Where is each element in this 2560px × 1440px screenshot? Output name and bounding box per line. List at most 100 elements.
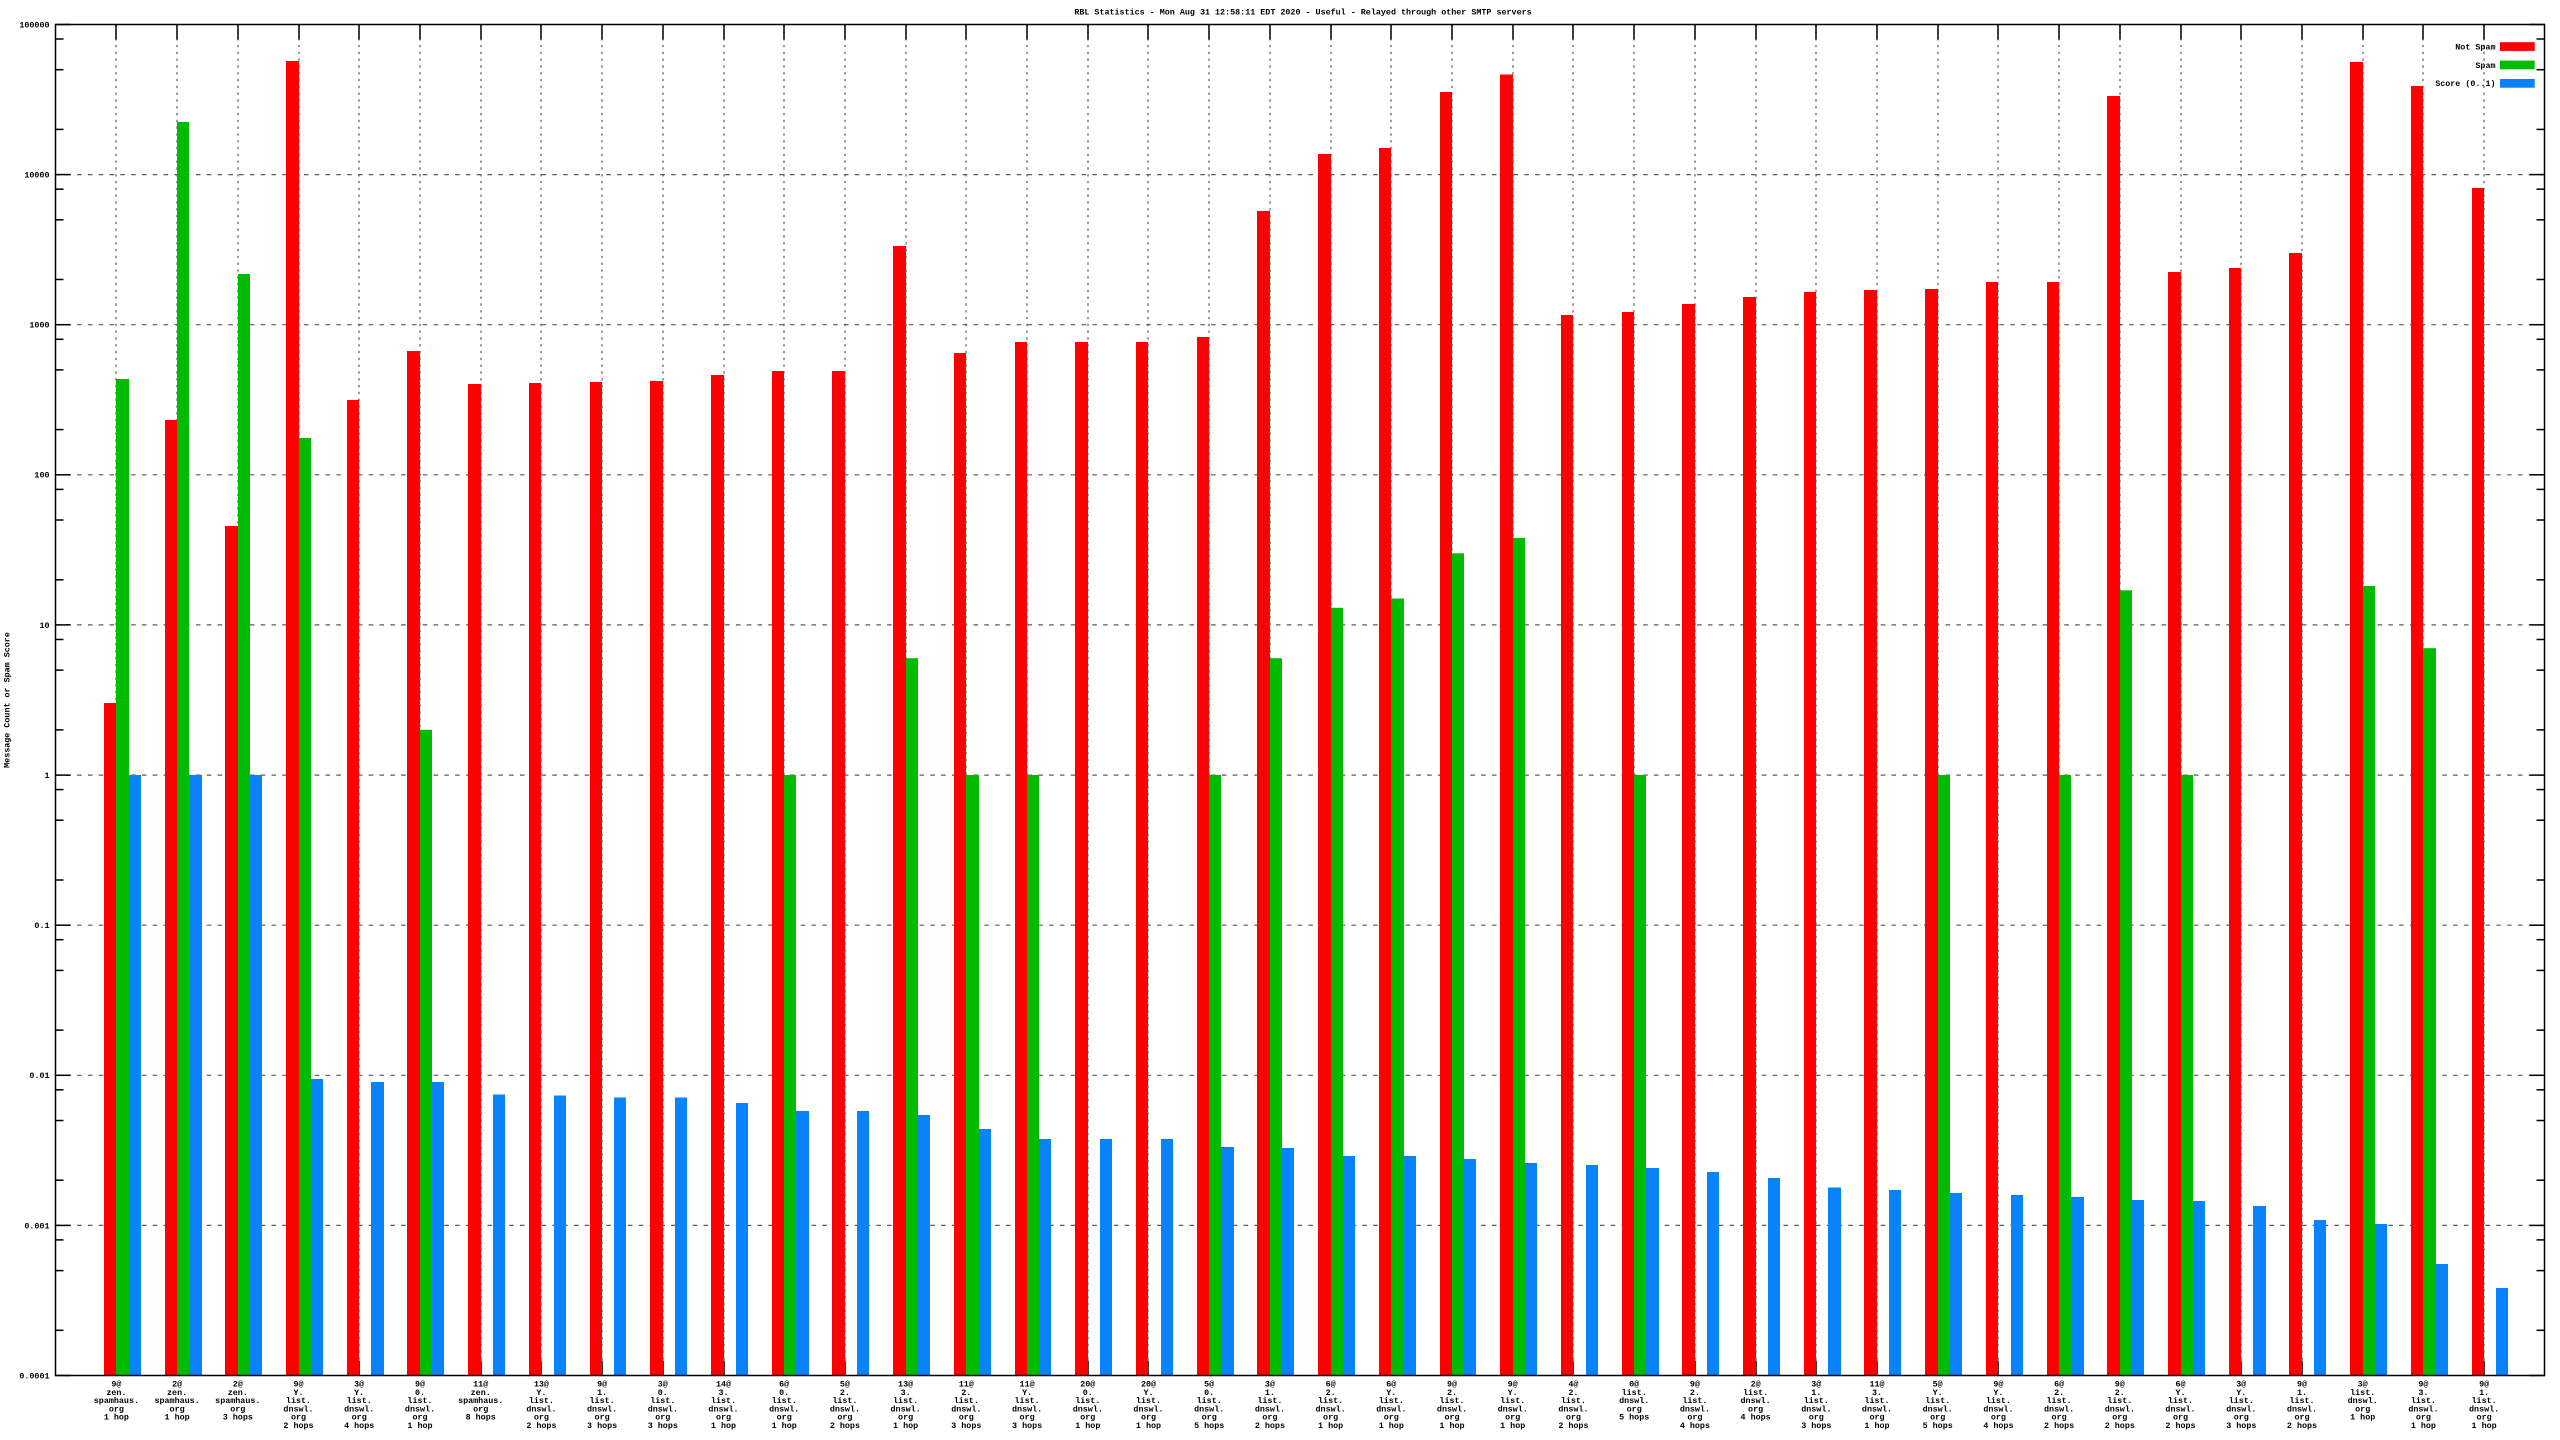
svg-text:zen.: zen.	[167, 1388, 187, 1398]
svg-text:2 hops: 2 hops	[2044, 1421, 2074, 1431]
svg-text:dnswl.: dnswl.	[1558, 1404, 1588, 1414]
svg-text:Y.: Y.	[1933, 1388, 1943, 1398]
svg-text:list.: list.	[1318, 1396, 1343, 1406]
svg-text:org: org	[534, 1413, 549, 1423]
svg-text:3.: 3.	[901, 1388, 911, 1398]
svg-text:2@: 2@	[172, 1380, 182, 1390]
svg-text:2 hops: 2 hops	[1558, 1421, 1588, 1431]
svg-text:dnswl.: dnswl.	[830, 1404, 860, 1414]
svg-text:dnswl.: dnswl.	[1801, 1404, 1831, 1414]
svg-text:Not Spam: Not Spam	[2455, 42, 2495, 52]
svg-text:Y.: Y.	[1022, 1388, 1032, 1398]
svg-text:11@: 11@	[1869, 1380, 1884, 1390]
svg-text:dnswl.: dnswl.	[891, 1404, 921, 1414]
svg-text:9@: 9@	[415, 1380, 425, 1390]
svg-text:dnswl.: dnswl.	[1498, 1404, 1528, 1414]
svg-text:10000: 10000	[24, 171, 49, 181]
svg-text:dnswl.: dnswl.	[2348, 1396, 2378, 1406]
svg-text:dnswl.: dnswl.	[2165, 1404, 2195, 1414]
svg-text:dnswl.: dnswl.	[1255, 1404, 1285, 1414]
svg-text:Y.: Y.	[2175, 1388, 2185, 1398]
svg-text:2 hops: 2 hops	[1255, 1421, 1285, 1431]
svg-text:spamhaus.: spamhaus.	[94, 1396, 139, 1406]
svg-text:1 hop: 1 hop	[2472, 1421, 2497, 1431]
svg-text:org: org	[291, 1413, 306, 1423]
svg-text:9@: 9@	[111, 1380, 121, 1390]
svg-text:list.: list.	[1136, 1396, 1161, 1406]
svg-text:Score (0..1): Score (0..1)	[2435, 79, 2495, 89]
svg-text:1 hop: 1 hop	[165, 1413, 190, 1423]
svg-text:list.: list.	[2168, 1396, 2193, 1406]
svg-text:list.: list.	[1925, 1396, 1950, 1406]
svg-text:100: 100	[34, 471, 49, 481]
svg-text:dnswl.: dnswl.	[587, 1404, 617, 1414]
svg-text:2.: 2.	[1447, 1388, 1457, 1398]
svg-text:5@: 5@	[1204, 1380, 1214, 1390]
svg-text:2@: 2@	[233, 1380, 243, 1390]
svg-text:org: org	[2234, 1413, 2249, 1423]
svg-text:org: org	[170, 1404, 185, 1414]
svg-text:3 hops: 3 hops	[1801, 1421, 1831, 1431]
svg-text:3 hops: 3 hops	[951, 1421, 981, 1431]
svg-text:dnswl.: dnswl.	[708, 1404, 738, 1414]
svg-text:dnswl.: dnswl.	[1194, 1404, 1224, 1414]
svg-text:4@: 4@	[1568, 1380, 1578, 1390]
svg-text:9@: 9@	[1993, 1380, 2003, 1390]
svg-text:2.: 2.	[961, 1388, 971, 1398]
svg-text:11@: 11@	[473, 1380, 488, 1390]
svg-text:list.: list.	[1439, 1396, 1464, 1406]
svg-text:org: org	[1141, 1413, 1156, 1423]
svg-text:1.: 1.	[597, 1388, 607, 1398]
svg-text:list.: list.	[2289, 1396, 2314, 1406]
svg-text:dnswl.: dnswl.	[1316, 1404, 1346, 1414]
svg-text:zen.: zen.	[106, 1388, 126, 1398]
svg-text:13@: 13@	[898, 1380, 913, 1390]
svg-text:org: org	[2112, 1413, 2127, 1423]
svg-text:0.: 0.	[415, 1388, 425, 1398]
svg-text:spamhaus.: spamhaus.	[154, 1396, 199, 1406]
svg-text:2.: 2.	[2115, 1388, 2125, 1398]
svg-text:org: org	[412, 1413, 427, 1423]
svg-text:dnswl.: dnswl.	[1133, 1404, 1163, 1414]
svg-text:11@: 11@	[1020, 1380, 1035, 1390]
svg-text:list.: list.	[2472, 1396, 2497, 1406]
svg-text:list.: list.	[590, 1396, 615, 1406]
svg-text:dnswl.: dnswl.	[769, 1404, 799, 1414]
svg-text:org: org	[2052, 1413, 2067, 1423]
svg-text:org: org	[352, 1413, 367, 1423]
svg-text:org: org	[1991, 1413, 2006, 1423]
svg-text:dnswl.: dnswl.	[283, 1404, 313, 1414]
svg-text:org: org	[473, 1404, 488, 1414]
svg-text:list.: list.	[954, 1396, 979, 1406]
svg-text:5@: 5@	[840, 1380, 850, 1390]
svg-text:list.: list.	[2229, 1396, 2254, 1406]
svg-text:spamhaus.: spamhaus.	[458, 1396, 503, 1406]
svg-text:1 hop: 1 hop	[893, 1421, 918, 1431]
svg-text:3@: 3@	[2358, 1380, 2368, 1390]
svg-text:dnswl.: dnswl.	[1073, 1404, 1103, 1414]
svg-text:2 hops: 2 hops	[526, 1421, 556, 1431]
svg-text:1 hop: 1 hop	[1136, 1421, 1161, 1431]
svg-text:6@: 6@	[2175, 1380, 2185, 1390]
svg-text:3@: 3@	[354, 1380, 364, 1390]
svg-text:list.: list.	[1075, 1396, 1100, 1406]
svg-text:dnswl.: dnswl.	[1012, 1404, 1042, 1414]
svg-text:RBL Statistics - Mon Aug 31 12: RBL Statistics - Mon Aug 31 12:58:11 EDT…	[1074, 8, 1531, 18]
svg-text:org: org	[898, 1413, 913, 1423]
svg-text:3 hops: 3 hops	[648, 1421, 678, 1431]
svg-text:1: 1	[44, 771, 49, 781]
svg-text:3 hops: 3 hops	[2226, 1421, 2256, 1431]
svg-text:3@: 3@	[658, 1380, 668, 1390]
svg-text:0.: 0.	[1204, 1388, 1214, 1398]
svg-text:4 hops: 4 hops	[1741, 1413, 1771, 1423]
svg-text:list.: list.	[1864, 1396, 1889, 1406]
svg-text:list.: list.	[1986, 1396, 2011, 1406]
svg-text:list.: list.	[1015, 1396, 1040, 1406]
svg-text:1.: 1.	[2479, 1388, 2489, 1398]
svg-text:zen.: zen.	[228, 1388, 248, 1398]
svg-text:dnswl.: dnswl.	[1437, 1404, 1467, 1414]
svg-text:org: org	[1869, 1413, 1884, 1423]
svg-text:Y.: Y.	[293, 1388, 303, 1398]
svg-text:0.01: 0.01	[29, 1071, 49, 1081]
svg-text:list.: list.	[711, 1396, 736, 1406]
